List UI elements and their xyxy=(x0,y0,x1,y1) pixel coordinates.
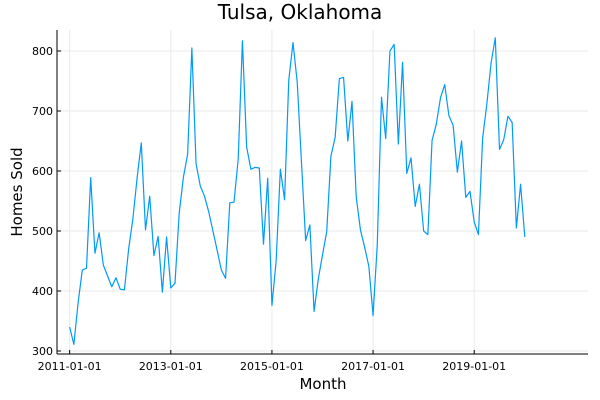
x-tick-label: 2011-01-01 xyxy=(38,360,102,373)
chart-title: Tulsa, Oklahoma xyxy=(217,0,383,24)
grid xyxy=(57,30,588,354)
series xyxy=(69,37,526,345)
y-tick-label: 400 xyxy=(32,285,53,298)
x-tick-label: 2017-01-01 xyxy=(341,360,405,373)
y-tick-label: 800 xyxy=(32,45,53,58)
x-tick-label: 2013-01-01 xyxy=(139,360,203,373)
y-axis-label: Homes Sold xyxy=(8,147,26,236)
y-tick-label: 500 xyxy=(32,225,53,238)
x-tick-label: 2019-01-01 xyxy=(442,360,506,373)
series-line xyxy=(69,37,526,345)
x-tick-label: 2015-01-01 xyxy=(240,360,304,373)
tick-labels: 2011-01-01 2013-01-01 2015-01-01 2017-01-01… xyxy=(32,45,506,373)
x-axis-label: Month xyxy=(299,375,346,393)
y-tick-label: 600 xyxy=(32,165,53,178)
y-tick-label: 300 xyxy=(32,345,53,358)
axes xyxy=(56,30,588,355)
y-tick-label: 700 xyxy=(32,105,53,118)
